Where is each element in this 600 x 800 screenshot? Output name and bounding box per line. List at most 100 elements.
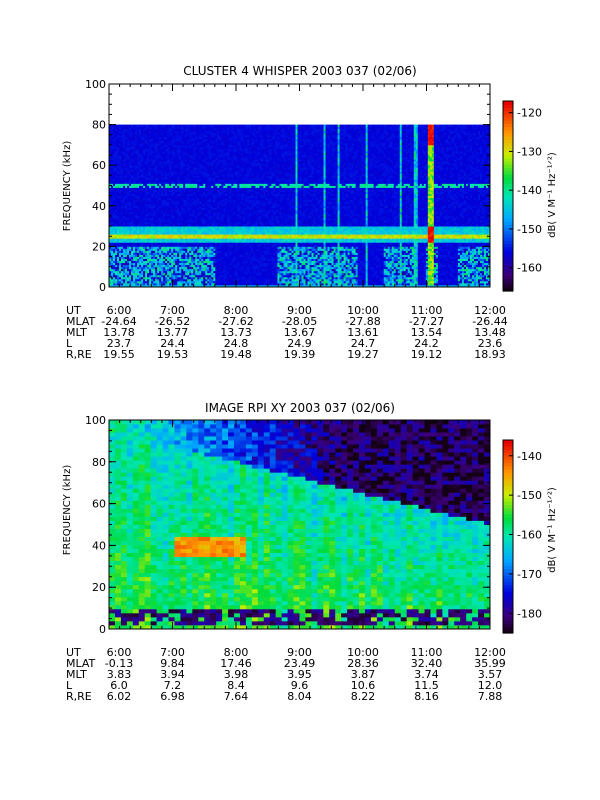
heatmap-cell [121,230,124,233]
heatmap-cell [201,278,204,282]
heatmap-cell [169,264,172,268]
heatmap-cell [149,201,152,205]
heatmap-cell [213,248,216,251]
heatmap-cell [149,270,152,274]
heatmap-cell [217,185,220,188]
heatmap-cell [121,215,124,219]
heatmap-cell [109,179,112,182]
heatmap-cell [195,181,198,184]
heatmap-cell [195,248,198,251]
heatmap-cell [125,217,128,221]
heatmap-cell [221,197,224,201]
heatmap-cell [169,252,172,255]
heatmap-cell [165,209,168,213]
heatmap-cell [159,136,162,140]
heatmap-cell [155,254,158,257]
heatmap-cell [193,276,196,280]
heatmap-cell [213,128,216,132]
heatmap-cell [163,264,166,268]
heatmap-cell [207,215,210,219]
heatmap-cell [139,205,142,209]
heatmap-cell [145,163,148,166]
heatmap-cell [149,161,152,164]
panel1-title: CLUSTER 4 WHISPER 2003 037 (02/06) [183,64,416,78]
heatmap-cell [167,234,170,237]
heatmap-cell [157,211,160,215]
heatmap-cell [205,254,208,257]
heatmap-cell [205,148,208,152]
heatmap-cell [163,232,166,235]
heatmap-cell [173,201,176,205]
heatmap-cell [201,238,204,241]
heatmap-cell [113,203,116,207]
heatmap-cell [115,284,118,288]
heatmap-cell [111,138,114,142]
heatmap-cell [121,179,124,182]
heatmap-cell [191,140,194,144]
heatmap-cell [117,250,120,253]
heatmap-cell [205,266,208,270]
heatmap-cell [109,254,112,257]
heatmap-cell [203,260,206,264]
heatmap-cell [131,248,134,251]
heatmap-cell [211,155,214,158]
heatmap-cell [167,276,170,280]
heatmap-cell [115,244,118,247]
heatmap-cell [111,258,114,262]
heatmap-cell [111,240,114,243]
heatmap-cell [203,183,206,186]
heatmap-cell [183,197,186,201]
heatmap-cell [143,157,146,160]
heatmap-cell [153,264,156,268]
heatmap-cell [185,179,188,182]
heatmap-cell [121,189,124,192]
heatmap-cell [133,197,136,201]
heatmap-cell [129,228,132,231]
heatmap-cell [157,153,160,156]
heatmap-cell [147,171,150,174]
heatmap-cell [199,224,202,227]
heatmap-cell [185,159,188,162]
heatmap-cell [219,169,222,172]
heatmap-cell [163,163,166,166]
heatmap-cell [147,220,150,223]
heatmap-cell [211,224,214,227]
heatmap-cell [217,258,220,262]
heatmap-cell [123,254,126,257]
heatmap-cell [117,134,120,138]
heatmap-cell [199,167,202,170]
heatmap-cell [157,262,160,266]
heatmap-cell [217,189,220,192]
heatmap-cell [111,230,114,233]
heatmap-cell [131,217,134,221]
heatmap-cell [209,278,212,282]
heatmap-cell [207,124,210,128]
heatmap-cell [131,280,134,284]
heatmap-cell [163,276,166,280]
heatmap-cell [151,274,154,278]
heatmap-cell [177,276,180,280]
heatmap-cell [175,150,178,154]
heatmap-cell [123,187,126,190]
heatmap-cell [199,142,202,146]
heatmap-cell [169,215,172,219]
heatmap-cell [157,250,160,253]
heatmap-cell [217,136,220,140]
heatmap-cell [113,132,116,136]
heatmap-cell [149,264,152,268]
heatmap-cell [141,140,144,144]
heatmap-cell [119,128,122,132]
heatmap-cell [167,228,170,231]
heatmap-cell [111,256,114,259]
heatmap-cell [145,264,148,268]
heatmap-cell [189,213,192,217]
heatmap-cell [159,238,162,241]
heatmap-cell [127,199,130,203]
heatmap-cell [135,153,138,156]
heatmap-cell [139,159,142,162]
heatmap-cell [187,150,190,154]
heatmap-cell [115,183,118,186]
heatmap-cell [111,195,114,199]
heatmap-cell [201,183,204,186]
heatmap-cell [113,153,116,156]
